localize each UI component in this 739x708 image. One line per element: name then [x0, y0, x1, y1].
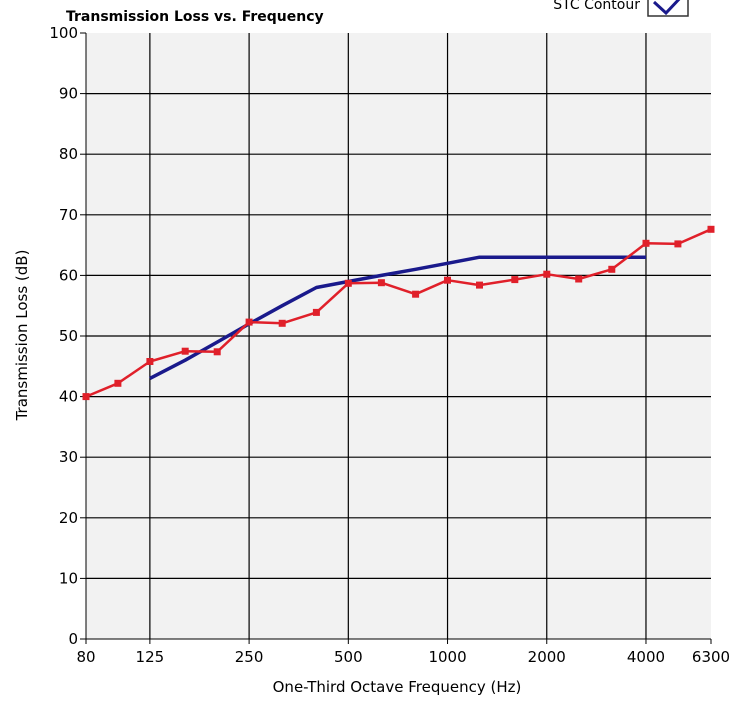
measured-data-point [146, 358, 154, 365]
x-tick-label: 6300 [692, 648, 730, 666]
y-tick-label: 40 [59, 388, 78, 406]
legend-line-sample [652, 0, 681, 16]
measured-data-point [642, 239, 650, 247]
y-tick-label: 20 [59, 509, 78, 527]
legend-label-stc-contour: STC Contour [553, 0, 640, 13]
measured-data-point [575, 275, 583, 283]
chart-title: Transmission Loss vs. Frequency [66, 9, 324, 25]
y-tick-label: 50 [59, 327, 78, 345]
measured-data-point [114, 379, 122, 387]
y-tick-label: 90 [59, 85, 78, 103]
measured-data-point [511, 276, 519, 284]
measured-data-point [82, 393, 90, 401]
x-tick-label: 4000 [627, 648, 665, 666]
measured-data-point [377, 279, 385, 287]
y-tick-label: 100 [49, 24, 78, 42]
y-tick-label: 60 [59, 266, 78, 284]
x-tick-label: 125 [136, 648, 165, 666]
x-axis-title: One-Third Octave Frequency (Hz) [273, 678, 522, 696]
y-axis-title: Transmission Loss (dB) [13, 250, 31, 422]
measured-data-point [245, 318, 253, 326]
legend: STC Contour [553, 0, 689, 17]
y-tick-label: 80 [59, 145, 78, 163]
measured-data-point [344, 279, 352, 287]
y-tick-label: 10 [59, 569, 78, 587]
measured-data-point [278, 319, 286, 327]
measured-data-point [412, 290, 420, 298]
y-tick-label: 30 [59, 448, 78, 466]
measured-data-point [674, 240, 682, 248]
measured-data-point [707, 225, 715, 233]
y-tick-label: 70 [59, 206, 78, 224]
measured-data-point [444, 276, 451, 284]
x-tick-label: 2000 [528, 648, 566, 666]
measured-data-point [213, 348, 221, 356]
measured-data-point [608, 265, 616, 273]
measured-data-point [476, 281, 483, 289]
x-tick-label: 250 [235, 648, 264, 666]
stc-contour-line [149, 255, 646, 380]
x-tick-label: 500 [334, 648, 363, 666]
y-tick-label: 0 [68, 630, 78, 648]
x-tick-label: 1000 [428, 648, 466, 666]
measured-data-point [543, 270, 551, 278]
measured-data-point [312, 308, 320, 316]
measured-data-point [181, 347, 189, 355]
x-tick-label: 80 [76, 648, 95, 666]
measured-series-line [85, 228, 712, 398]
